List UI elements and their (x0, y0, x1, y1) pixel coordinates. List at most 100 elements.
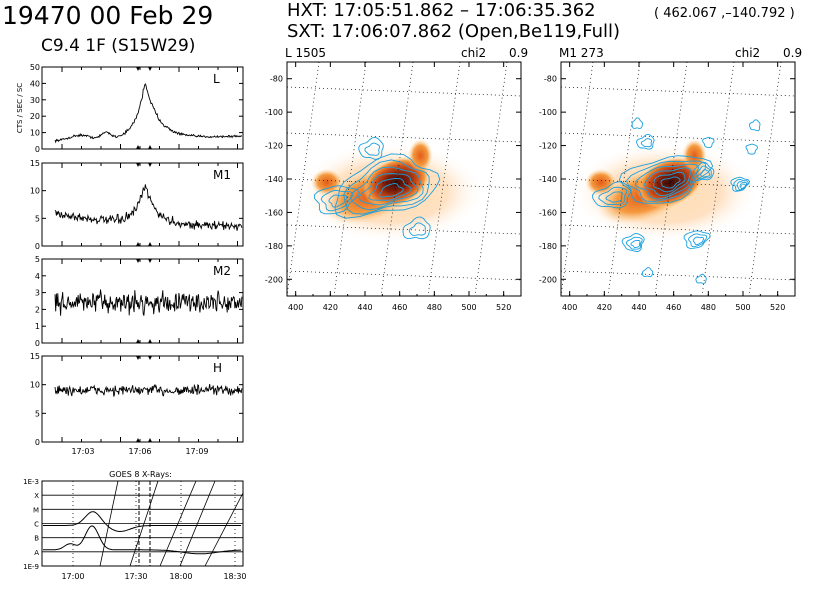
image-band-label: L 1505 (285, 46, 326, 60)
hxt-contour (653, 171, 686, 193)
x-tick-label: 420 (597, 303, 612, 312)
time-marker (136, 163, 140, 167)
y-tick-label: 10 (30, 129, 40, 138)
goes-x-label: 17:30 (124, 572, 147, 581)
y-tick-label: -140 (539, 175, 557, 184)
image-area (287, 62, 521, 372)
grid-parallel (561, 317, 795, 326)
y-tick-label: -200 (265, 275, 283, 284)
hxt-contour (641, 267, 654, 278)
x-tick-label: 460 (666, 303, 681, 312)
grid-parallel (561, 363, 795, 372)
image-area (561, 0, 795, 372)
y-tick-label: -180 (265, 242, 283, 251)
hxt-contour (683, 230, 711, 249)
grid-meridian (380, 62, 414, 296)
y-tick-label: -100 (265, 108, 283, 117)
grid-parallel (287, 317, 521, 326)
grid-meridian (748, 62, 782, 296)
y-tick-label: 0 (35, 145, 40, 154)
hxt-contour (634, 163, 700, 200)
chi2-value: 0.9 (783, 46, 802, 60)
y-tick-label: -100 (539, 108, 557, 117)
hxt-contour (605, 191, 623, 203)
goes-orbit-line (99, 480, 119, 567)
time-marker (148, 67, 152, 71)
y-tick-label: 2 (35, 305, 40, 314)
grid-parallel (561, 132, 795, 143)
lightcurve-series-h (54, 383, 243, 397)
x-tick-label: 17:03 (71, 447, 94, 456)
heliographic-grid (287, 62, 521, 372)
coordinate-readout: ( 462.067 ,–140.792 ) (654, 6, 795, 21)
time-marker (136, 438, 140, 442)
hxt-contour (733, 178, 749, 192)
hxt-image-panel-1: 400 420 440 460 480 500 520 -80 -100 -120 -140 -160… (265, 46, 528, 372)
grid-meridian (287, 62, 320, 296)
time-marker (136, 67, 140, 71)
goes-y-label: C (34, 521, 39, 529)
time-marker (148, 259, 152, 263)
event-title: 19470 00 Feb 29 (2, 1, 214, 30)
hxt-contour (368, 177, 412, 201)
time-marker (136, 339, 140, 343)
hxt-contour (636, 133, 655, 150)
hxt-contour (702, 136, 715, 148)
hxt-contour (625, 236, 643, 250)
y-tick-label: 10 (30, 187, 40, 196)
grid-parallel (287, 270, 521, 281)
band-label-l: L (213, 72, 220, 86)
hxt-contour (408, 222, 426, 236)
hxt-contour (700, 169, 711, 178)
lightcurve-panel-l: 0 10 20 30 40 50 L (30, 63, 244, 154)
grid-meridian (654, 62, 688, 296)
goes-y-label: 1E-9 (23, 563, 39, 571)
goes-x-label: 18:30 (223, 572, 246, 581)
goes-y-label: B (34, 535, 39, 543)
grid-meridian (474, 62, 508, 296)
hxt-contour (739, 183, 746, 190)
time-marker (136, 242, 140, 246)
y-tick-label: 10 (30, 381, 40, 390)
hxt-contour (630, 240, 641, 248)
y-tick-label: 15 (30, 352, 40, 361)
time-marker (148, 163, 152, 167)
y-tick-label: 3 (35, 289, 40, 298)
y-tick-label: -80 (544, 75, 557, 84)
goes-orbit-line (159, 480, 197, 567)
y-tick-label: -160 (539, 208, 557, 217)
hxt-contour (692, 161, 715, 181)
goes-long-channel (43, 511, 241, 533)
hxt-time-range: HXT: 17:05:51.862 – 17:06:35.362 (287, 0, 596, 21)
hxt-contour (631, 117, 643, 129)
lightcurve-series-l (54, 82, 243, 144)
grid-meridian (561, 62, 594, 296)
hxt-contour (621, 232, 645, 252)
hxt-contour (736, 181, 747, 191)
y-tick-label: 50 (30, 63, 40, 72)
hxt-contour (343, 159, 430, 215)
x-tick-label: 500 (461, 303, 476, 312)
band-label-m1: M1 (213, 168, 231, 182)
time-marker (148, 339, 152, 343)
x-tick-label: 520 (496, 303, 511, 312)
hxt-contour (618, 155, 714, 204)
y-tick-label: 20 (30, 112, 40, 121)
goes-y-label: 1E-3 (23, 478, 39, 486)
flare-class-label: C9.4 1F (S15W29) (41, 36, 196, 56)
y-tick-label: 0 (35, 438, 40, 447)
grid-parallel (561, 0, 795, 4)
y-tick-label: 15 (30, 159, 40, 168)
chi2-label: chi2 (735, 46, 760, 60)
y-tick-label: 5 (35, 255, 40, 264)
hxt-contour (358, 136, 384, 160)
image-band-label: M1 273 (559, 46, 604, 60)
y-tick-label: -160 (265, 208, 283, 217)
panel-frame (41, 162, 244, 247)
hxt-image-panel-2: 400 420 440 460 480 500 520 -80 -100 -120 -140 -160… (539, 0, 802, 372)
y-tick-label: -180 (539, 242, 557, 251)
x-tick-label: 520 (770, 303, 785, 312)
lightcurve-panel-m1: 0 5 10 15 M1 (30, 159, 244, 251)
hxt-contour (692, 236, 704, 246)
grid-parallel (287, 363, 521, 372)
